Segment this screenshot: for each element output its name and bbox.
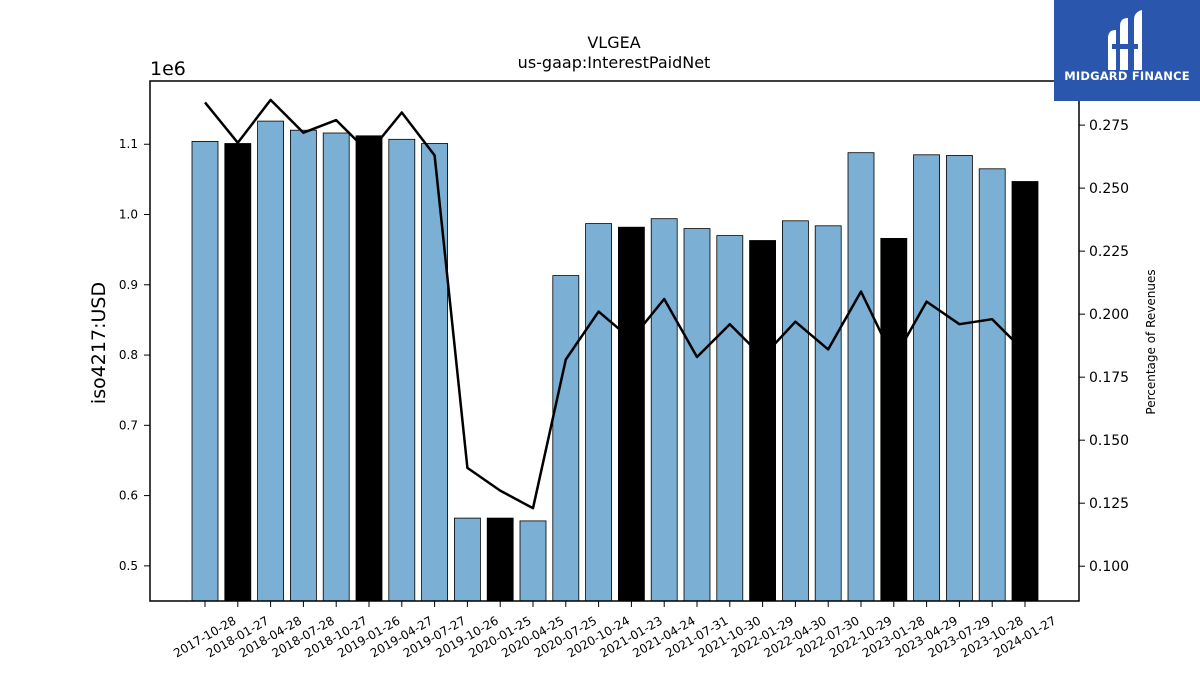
bar (946, 155, 973, 602)
bar (880, 237, 908, 602)
left-tick-label: 1.0 (119, 208, 138, 222)
bar (224, 143, 252, 602)
right-tick-label: 0.150 (1089, 433, 1129, 449)
x-axis-ticks: 2017-10-282018-01-272018-04-282018-07-28… (171, 601, 1059, 660)
y-offset-label: 1e6 (150, 58, 186, 80)
bar (913, 154, 940, 602)
left-tick-label: 0.6 (119, 489, 138, 503)
bar (650, 218, 678, 602)
bar (814, 225, 842, 602)
bar (388, 138, 416, 602)
ratio-line (204, 98, 1026, 510)
right-tick-label: 0.125 (1089, 496, 1129, 512)
bar (191, 140, 219, 602)
right-tick-label: 0.275 (1089, 118, 1129, 134)
bar (453, 517, 481, 602)
plot-frame (149, 80, 1080, 602)
y-axis-right-label: Percentage of Revenues (1144, 269, 1158, 414)
bars (191, 120, 1039, 602)
right-tick-label: 0.200 (1089, 307, 1129, 323)
bar (486, 517, 514, 602)
bar (978, 168, 1006, 602)
left-tick-label: 0.8 (119, 348, 138, 362)
bar (355, 135, 383, 602)
left-tick-label: 0.5 (119, 559, 138, 573)
midgard-finance-logo: MIDGARD FINANCE (1054, 0, 1200, 101)
bar (683, 228, 711, 602)
left-tick-label: 1.1 (119, 137, 138, 151)
right-tick-label: 0.175 (1089, 370, 1129, 386)
logo-text: MIDGARD FINANCE (1064, 69, 1190, 83)
ratio-line-path (204, 98, 1026, 510)
right-tick-label: 0.225 (1089, 244, 1129, 260)
bar (618, 226, 645, 602)
bar (257, 120, 285, 602)
left-tick-label: 0.7 (119, 418, 138, 432)
bar (716, 235, 744, 602)
left-tick-label: 0.9 (119, 278, 138, 292)
logo-mark-icon (1108, 10, 1142, 70)
bar (289, 129, 317, 602)
bar (322, 132, 350, 602)
bar (782, 220, 809, 602)
bar (519, 520, 547, 602)
chart-subtitle: us-gaap:InterestPaidNet (518, 53, 711, 72)
bar (847, 152, 875, 602)
bar (421, 143, 449, 602)
right-tick-label: 0.250 (1089, 181, 1129, 197)
chart-title: VLGEA (587, 33, 640, 52)
right-tick-label: 0.100 (1089, 559, 1129, 575)
right-axis-ticks: 0.100 0.125 0.150 0.175 0.200 0.225 0.250 0.275 (1079, 118, 1129, 575)
bar (585, 223, 612, 602)
y-axis-label: iso4217:USD (88, 282, 110, 404)
bar (552, 275, 580, 602)
left-axis-ticks: 0.5 0.6 0.7 0.8 0.9 1.0 1.1 (119, 137, 150, 573)
bar (1011, 181, 1039, 602)
bar (749, 240, 776, 602)
